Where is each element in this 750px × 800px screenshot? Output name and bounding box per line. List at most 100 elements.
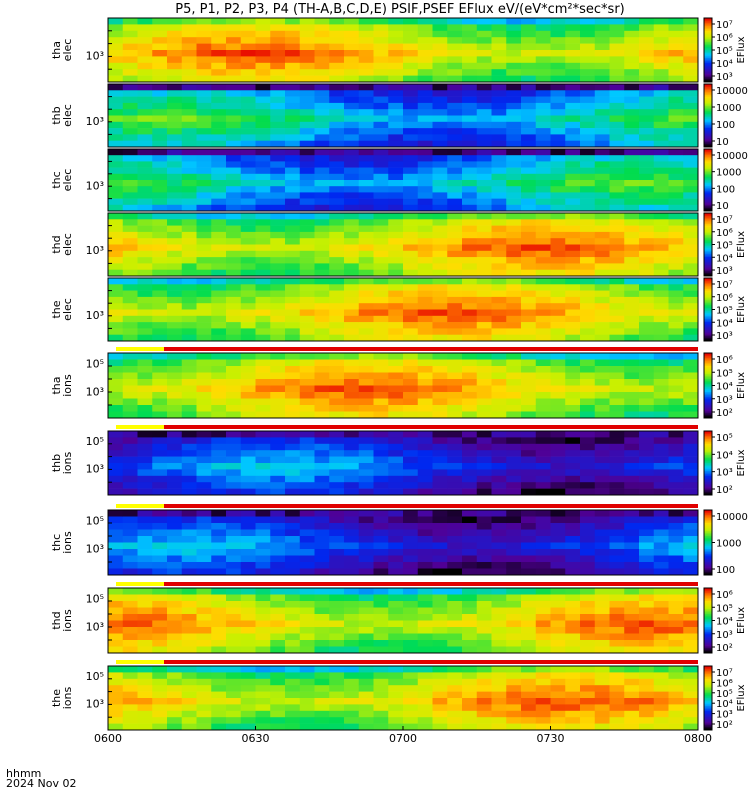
heatmap-cell (299, 588, 315, 595)
heatmap-cell (639, 456, 655, 464)
heatmap-cell (683, 568, 699, 576)
heatmap-cell (226, 353, 242, 360)
heatmap-cell (299, 562, 315, 569)
heatmap-cell (137, 698, 153, 705)
heatmap-cell (403, 161, 419, 168)
heatmap-cell (668, 219, 684, 226)
heatmap-cell (137, 411, 153, 419)
heatmap-cell (417, 115, 433, 123)
heatmap-cell (373, 536, 389, 543)
heatmap-cell (447, 173, 463, 181)
heatmap-cell (122, 366, 138, 373)
heatmap-cell (122, 601, 138, 608)
heatmap-cell (240, 450, 256, 457)
heatmap-cell (624, 173, 640, 181)
heatmap-cell (344, 140, 360, 148)
heatmap-cell (403, 398, 419, 406)
plot-frame (107, 148, 699, 212)
heatmap-cell (108, 627, 124, 634)
colorbar-segment (704, 216, 712, 219)
heatmap-cell (683, 372, 699, 380)
colorbar-segment (704, 648, 712, 651)
heatmap-cell (403, 250, 419, 258)
heatmap-cell (580, 309, 596, 317)
heatmap-cell (299, 366, 315, 373)
colorbar-segment (704, 644, 712, 647)
flag-bar (116, 347, 698, 351)
heatmap-cell (152, 443, 168, 451)
heatmap-cell (491, 456, 507, 464)
heatmap-cell (344, 115, 360, 123)
heatmap-cell (329, 161, 345, 168)
heatmap-cell (270, 601, 286, 608)
heatmap-cell (255, 437, 271, 445)
heatmap-cell (196, 24, 212, 32)
heatmap-cell (565, 411, 581, 419)
heatmap-cell (639, 309, 655, 317)
heatmap-cell (609, 646, 625, 654)
heatmap-cell (152, 542, 168, 550)
heatmap-cell (270, 463, 286, 470)
colorbar-segment (704, 257, 712, 260)
heatmap-cell (314, 463, 330, 470)
heatmap-cell (535, 431, 551, 438)
heatmap-cell (388, 379, 404, 386)
heatmap-cell (255, 510, 271, 517)
heatmap-cell (432, 710, 448, 718)
heatmap-cell (329, 405, 345, 412)
heatmap-cell (122, 710, 138, 718)
heatmap-cell (506, 290, 522, 298)
heatmap-cell (668, 109, 684, 116)
heatmap-cell (491, 372, 507, 380)
heatmap-cell (167, 646, 183, 654)
heatmap-cell (521, 392, 537, 399)
heatmap-cell (447, 121, 463, 129)
heatmap-cell (565, 443, 581, 451)
heatmap-cell (255, 666, 271, 673)
heatmap-cell (403, 431, 419, 438)
heatmap-cell (285, 463, 301, 470)
heatmap-cell (270, 710, 286, 718)
heatmap-cell (137, 334, 153, 342)
heatmap-cell (285, 204, 301, 212)
heatmap-cell (476, 710, 492, 718)
heatmap-cell (476, 75, 492, 83)
heatmap-cell (624, 250, 640, 258)
heatmap-cell (476, 149, 492, 156)
heatmap-cell (255, 607, 271, 615)
colorbar-segment (704, 193, 712, 196)
heatmap-cell (388, 102, 404, 110)
colorbar-segment (704, 184, 712, 187)
heatmap-cell (329, 588, 345, 595)
heatmap-cell (653, 482, 669, 489)
heatmap-cell (447, 43, 463, 51)
heatmap-cell (137, 607, 153, 615)
heatmap-cell (683, 627, 699, 634)
heatmap-cell (580, 149, 596, 156)
heatmap-cell (299, 510, 315, 517)
heatmap-cell (329, 366, 345, 373)
heatmap-cell (417, 186, 433, 193)
heatmap-cell (653, 672, 669, 680)
heatmap-cell (521, 568, 537, 576)
heatmap-cell (358, 698, 374, 705)
heatmap-cell (314, 482, 330, 489)
heatmap-cell (122, 96, 138, 104)
heatmap-cell (550, 109, 566, 116)
heatmap-cell (314, 161, 330, 168)
heatmap-cell (388, 96, 404, 104)
heatmap-cell (329, 309, 345, 317)
heatmap-cell (196, 646, 212, 654)
heatmap-cell (329, 437, 345, 445)
heatmap-cell (609, 562, 625, 569)
heatmap-cell (476, 96, 492, 104)
colorbar-segment (704, 440, 712, 443)
heatmap-cell (270, 594, 286, 602)
colorbar-segment (704, 323, 712, 326)
heatmap-cell (403, 529, 419, 537)
heatmap-cell (285, 614, 301, 621)
colorbar-tick-label: 10⁵ (716, 689, 733, 700)
heatmap-cell (152, 379, 168, 386)
heatmap-cell (152, 96, 168, 104)
